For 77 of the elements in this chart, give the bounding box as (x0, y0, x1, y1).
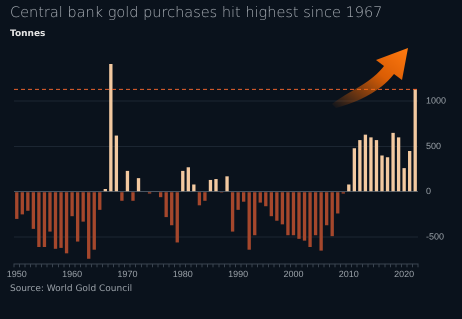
bar (87, 192, 90, 259)
bar (248, 192, 251, 250)
x-tick-label: 1950 (6, 269, 27, 280)
bar (92, 192, 96, 250)
bar (48, 192, 52, 232)
bar (203, 192, 207, 201)
bar (82, 192, 85, 222)
bar (358, 140, 362, 192)
x-tick-label: 1980 (172, 269, 193, 280)
bar (70, 192, 74, 216)
bar (181, 170, 184, 192)
bar (26, 192, 30, 211)
bar (391, 132, 395, 192)
bar (374, 140, 378, 192)
bar (264, 192, 268, 206)
bar (402, 168, 406, 192)
x-tick-label: 1960 (62, 269, 82, 280)
bar (176, 192, 179, 242)
bar (364, 134, 368, 192)
x-tick-label: 1970 (117, 269, 138, 280)
bar (158, 192, 162, 198)
bar (280, 192, 284, 224)
bar (42, 192, 46, 247)
bar (414, 89, 417, 192)
bar (76, 192, 80, 242)
y-tick-label: 0 (426, 186, 431, 196)
bar (380, 155, 384, 192)
bar (230, 192, 234, 232)
y-axis-title: Tonnes (10, 29, 46, 39)
bar (198, 192, 202, 206)
bar (314, 192, 318, 236)
bar (319, 192, 323, 251)
x-tick-label: 2000 (283, 269, 304, 280)
bar (120, 192, 124, 201)
bar (20, 192, 24, 214)
bar (347, 184, 350, 192)
bar (253, 192, 256, 236)
bar (164, 192, 168, 218)
bar (302, 192, 306, 241)
chart-title: Central bank gold purchases hit highest since 1967 (10, 5, 382, 21)
y-tick-label: 1000 (426, 96, 446, 106)
bar (369, 137, 373, 192)
bar (170, 192, 174, 226)
y-tick-label: -500 (426, 232, 444, 242)
bar (136, 178, 140, 192)
bar (275, 192, 279, 221)
bar (242, 192, 246, 202)
bar (236, 192, 240, 210)
source-note: Source: World Gold Council (10, 284, 132, 294)
bar (330, 192, 334, 236)
bar (286, 192, 290, 236)
bar (336, 192, 340, 214)
x-tick-label: 1990 (228, 269, 248, 280)
bar (292, 192, 296, 236)
bar (114, 136, 118, 192)
x-tick-label: 2010 (338, 269, 359, 280)
bar (270, 192, 273, 216)
bar (352, 148, 356, 192)
y-tick-label: 500 (426, 140, 442, 151)
bar (32, 192, 36, 229)
bar (192, 184, 196, 192)
bar (325, 192, 328, 226)
bar (64, 192, 68, 254)
bar (15, 192, 18, 219)
bar (37, 192, 41, 247)
bar (396, 137, 400, 192)
bar (109, 64, 113, 192)
bar (131, 192, 135, 201)
x-tick-label: 2020 (394, 269, 414, 280)
bar (258, 192, 262, 203)
bar (54, 192, 58, 249)
bar (297, 192, 301, 239)
bar (59, 192, 63, 248)
bar (308, 192, 312, 247)
bar (186, 167, 190, 192)
bar (408, 150, 412, 192)
bar (98, 192, 102, 210)
